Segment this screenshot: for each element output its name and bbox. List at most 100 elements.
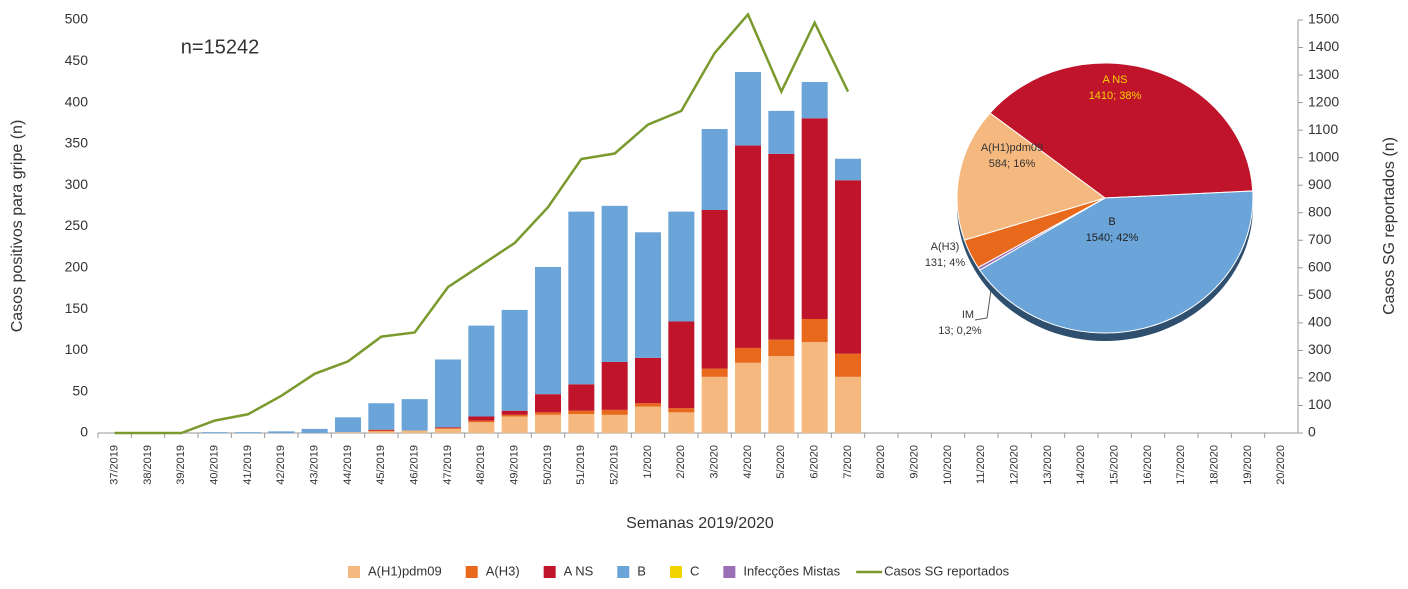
y2-tick-label: 600 (1308, 259, 1332, 275)
bar-segment (735, 347, 761, 363)
x-tick-label: 49/2019 (509, 445, 521, 485)
x-tick-label: 2/2020 (675, 445, 687, 479)
x-tick-label: 37/2019 (109, 445, 121, 485)
bar-segment (668, 408, 695, 413)
y2-tick-label: 1400 (1308, 38, 1339, 54)
y-tick-label: 500 (65, 11, 89, 27)
x-tick-label: 16/2020 (1142, 445, 1154, 485)
x-tick-label: 3/2020 (709, 445, 721, 479)
bar-segment (435, 428, 461, 433)
pie-value-label: 1410; 38% (1089, 90, 1142, 102)
bar-segment (701, 129, 728, 210)
y2-tick-label: 300 (1308, 341, 1332, 357)
bar-segment (401, 399, 428, 431)
bar-segment (401, 430, 428, 433)
y2-axis-title: Casos SG reportados (n) (1381, 137, 1398, 315)
bar-segment (768, 153, 795, 340)
legend-label: Infecções Mistas (743, 563, 840, 578)
bar-segment (535, 394, 561, 413)
x-tick-label: 10/2020 (942, 445, 954, 485)
x-tick-label: 11/2020 (975, 445, 987, 484)
bar-segment (735, 145, 761, 348)
x-tick-label: 45/2019 (375, 445, 387, 485)
x-tick-label: 6/2020 (809, 445, 821, 479)
bar-segment (701, 209, 728, 369)
pie-value-label: 131; 4% (925, 257, 966, 269)
x-tick-label: 19/2020 (1242, 445, 1254, 485)
bar-segment (635, 406, 661, 433)
pie-slice (989, 62, 1254, 199)
bar-segment (435, 427, 461, 429)
x-tick-label: 9/2020 (909, 445, 921, 479)
y-tick-label: 250 (65, 217, 89, 233)
x-tick-label: 39/2019 (175, 445, 187, 485)
bar-segment (835, 376, 861, 433)
x-tick-label: 51/2019 (575, 445, 587, 485)
pie-label: IM (962, 309, 974, 321)
bar-segment (668, 412, 695, 433)
y-tick-label: 200 (65, 259, 89, 275)
legend-swatch (617, 566, 630, 578)
bar-segment (501, 309, 528, 411)
x-tick-label: 46/2019 (409, 445, 421, 485)
legend-label: A(H3) (486, 563, 520, 578)
y2-tick-label: 1500 (1308, 11, 1339, 27)
bar-segment (235, 432, 261, 433)
y-tick-label: 100 (65, 341, 89, 357)
legend-label: Casos SG reportados (884, 563, 1010, 578)
x-tick-label: 1/2020 (642, 445, 654, 479)
bar-segment (535, 266, 561, 395)
bar-segment (568, 410, 595, 415)
bar-segment (835, 158, 861, 181)
bar-segment (368, 429, 395, 431)
bar-segment (468, 420, 495, 423)
bar-segment (501, 414, 528, 417)
y2-tick-label: 1300 (1308, 66, 1339, 82)
bar-segment (835, 353, 861, 377)
y2-tick-label: 1000 (1308, 148, 1339, 164)
x-tick-label: 40/2019 (209, 445, 221, 485)
bar-segment (801, 118, 828, 320)
bar-segment (335, 417, 361, 433)
legend-swatch (348, 566, 360, 578)
y-tick-label: 50 (72, 382, 88, 398)
bar-segment (668, 211, 695, 322)
bar-segment (201, 432, 228, 433)
legend-label: A(H1)pdm09 (368, 563, 442, 578)
bar-segment (801, 342, 828, 433)
bar-segment (768, 339, 795, 357)
x-tick-label: 15/2020 (1109, 445, 1121, 485)
legend-label: A NS (564, 563, 594, 578)
pie-label: A(H3) (931, 241, 960, 253)
y-tick-label: 400 (65, 93, 89, 109)
x-tick-label: 7/2020 (842, 445, 854, 479)
y2-tick-label: 0 (1308, 424, 1316, 440)
x-tick-label: 43/2019 (309, 445, 321, 485)
x-tick-label: 42/2019 (275, 445, 287, 485)
x-tick-label: 12/2020 (1009, 445, 1021, 485)
legend-label: B (637, 563, 646, 578)
x-tick-label: 14/2020 (1075, 445, 1087, 485)
bar-segment (468, 325, 495, 417)
bar-segment (601, 205, 628, 362)
legend-swatch (465, 566, 478, 578)
x-tick-label: 52/2019 (609, 445, 621, 485)
bar-segment (301, 428, 328, 433)
bar-segment (501, 410, 528, 415)
pie-value-label: 13; 0,2% (938, 325, 982, 337)
x-tick-label: 13/2020 (1042, 445, 1054, 485)
y2-tick-label: 700 (1308, 231, 1332, 247)
bar-segment (601, 361, 628, 410)
y2-tick-label: 900 (1308, 176, 1332, 192)
x-tick-label: 44/2019 (342, 445, 354, 485)
bar-segment (601, 414, 628, 433)
legend-swatch (669, 566, 682, 578)
x-tick-label: 48/2019 (475, 445, 487, 485)
pie-value-label: 1540; 42% (1086, 232, 1139, 244)
bar-segment (501, 416, 528, 433)
bar-segment (568, 211, 595, 385)
bar-segment (635, 357, 661, 404)
bar-segment (468, 422, 495, 433)
x-tick-label: 17/2020 (1175, 445, 1187, 485)
x-tick-label: 8/2020 (875, 445, 887, 479)
